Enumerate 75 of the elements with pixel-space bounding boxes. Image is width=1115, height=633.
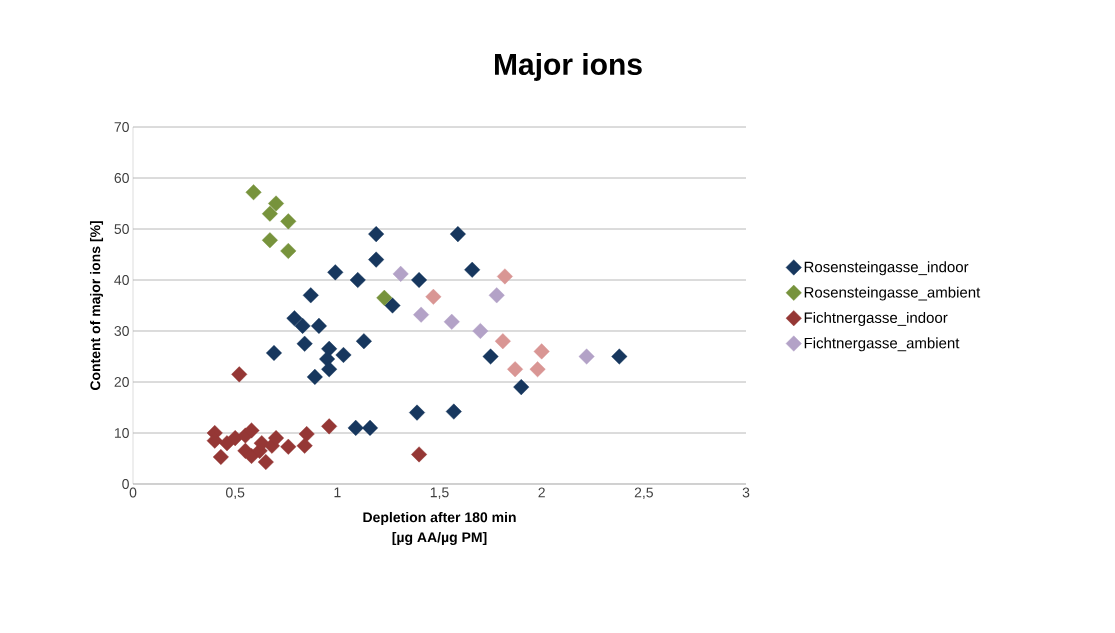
point bbox=[286, 310, 303, 327]
legend-label: Fichtnergasse_indoor bbox=[804, 312, 948, 326]
point bbox=[231, 366, 248, 383]
point bbox=[261, 205, 278, 222]
point bbox=[349, 272, 366, 288]
point bbox=[243, 422, 260, 439]
point bbox=[280, 213, 297, 230]
point bbox=[280, 242, 297, 259]
point bbox=[347, 419, 364, 436]
chart-title: Major ions bbox=[495, 53, 642, 81]
point bbox=[268, 195, 285, 212]
point bbox=[266, 344, 282, 361]
x-tick-label: 2,5 bbox=[634, 487, 653, 500]
point bbox=[355, 333, 372, 350]
point bbox=[529, 361, 546, 378]
point bbox=[261, 232, 278, 249]
point bbox=[384, 297, 401, 314]
point bbox=[482, 348, 499, 365]
point bbox=[306, 368, 323, 385]
x-tick-label: 3 bbox=[742, 487, 750, 498]
x-tick-label: 2 bbox=[538, 487, 545, 498]
point bbox=[578, 348, 595, 365]
x-tick-label: 0 bbox=[129, 487, 137, 498]
point bbox=[494, 333, 511, 350]
point bbox=[376, 289, 393, 306]
point bbox=[302, 287, 319, 304]
y-axis-title: Content of major ions [%] bbox=[89, 221, 104, 391]
point bbox=[212, 448, 229, 465]
point bbox=[257, 454, 274, 471]
point bbox=[245, 184, 262, 201]
point bbox=[425, 288, 442, 305]
point bbox=[296, 437, 313, 454]
y-tick-label: 10 bbox=[114, 428, 129, 438]
point bbox=[445, 403, 462, 420]
point bbox=[472, 323, 489, 339]
point bbox=[464, 261, 481, 278]
point bbox=[280, 438, 297, 455]
x-tick-label: 1 bbox=[334, 487, 341, 498]
point bbox=[298, 426, 315, 442]
point bbox=[321, 418, 338, 435]
y-tick-label: 70 bbox=[114, 122, 129, 132]
point bbox=[392, 265, 409, 282]
point bbox=[335, 346, 352, 363]
point bbox=[449, 226, 466, 243]
x-tick-label: 0,5 bbox=[225, 487, 245, 500]
point bbox=[296, 335, 313, 352]
y-tick-label: 40 bbox=[114, 275, 129, 285]
y-tick-label: 60 bbox=[114, 173, 129, 183]
point bbox=[411, 272, 428, 288]
legend-label: Fichtnergasse_ambient bbox=[804, 337, 960, 352]
point bbox=[533, 343, 550, 360]
point bbox=[310, 317, 327, 334]
point bbox=[368, 226, 385, 243]
y-tick-label: 0 bbox=[122, 479, 129, 489]
y-tick-label: 50 bbox=[114, 224, 129, 234]
point bbox=[362, 419, 379, 436]
point bbox=[496, 268, 513, 285]
point bbox=[368, 251, 385, 268]
point bbox=[513, 379, 530, 396]
x-tick-label: 1,5 bbox=[430, 487, 449, 499]
point bbox=[321, 361, 338, 378]
point bbox=[507, 361, 524, 378]
point bbox=[611, 348, 628, 365]
point bbox=[443, 313, 460, 330]
point bbox=[294, 317, 311, 334]
point bbox=[409, 404, 426, 421]
point bbox=[327, 264, 344, 281]
x-axis-title: Depletion after 180 min [µg AA/µg PM] bbox=[363, 511, 516, 546]
point bbox=[488, 287, 505, 304]
point bbox=[413, 306, 430, 323]
legend-label: Rosensteingasse_indoor bbox=[804, 261, 969, 276]
legend-label: Rosensteingasse_ambient bbox=[804, 286, 981, 301]
point bbox=[411, 446, 428, 463]
y-tick-label: 20 bbox=[114, 377, 129, 387]
y-tick-label: 30 bbox=[114, 326, 129, 336]
